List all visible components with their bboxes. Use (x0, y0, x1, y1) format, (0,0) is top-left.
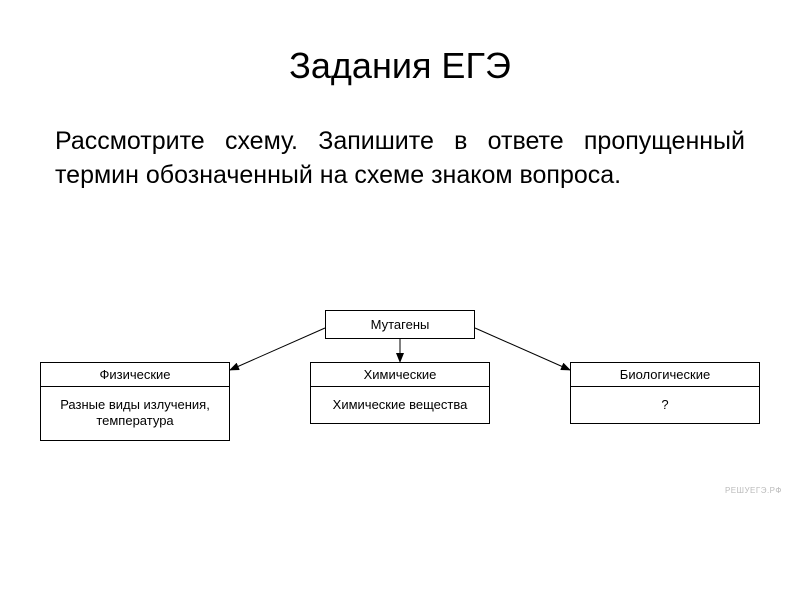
watermark: РЕШУЕГЭ.РФ (725, 486, 782, 495)
node-biological: Биологические ? (570, 362, 760, 424)
node-biological-body: ? (571, 387, 759, 423)
mutagens-diagram: Мутагены Физические Разные виды излучени… (0, 310, 800, 560)
page-title: Задания ЕГЭ (55, 45, 745, 87)
node-physical: Физические Разные виды излучения, темпер… (40, 362, 230, 441)
page: Задания ЕГЭ Рассмотрите схему. Запишите … (0, 0, 800, 600)
node-chemical-body: Химические вещества (311, 387, 489, 423)
node-root: Мутагены (325, 310, 475, 339)
node-biological-header: Биологические (571, 363, 759, 387)
node-root-label: Мутагены (371, 317, 430, 332)
node-chemical-header: Химические (311, 363, 489, 387)
node-physical-header: Физические (41, 363, 229, 387)
node-chemical: Химические Химические вещества (310, 362, 490, 424)
node-physical-body: Разные виды излучения, температура (41, 387, 229, 440)
instruction-text: Рассмотрите схему. Запишите в ответе про… (55, 125, 745, 193)
